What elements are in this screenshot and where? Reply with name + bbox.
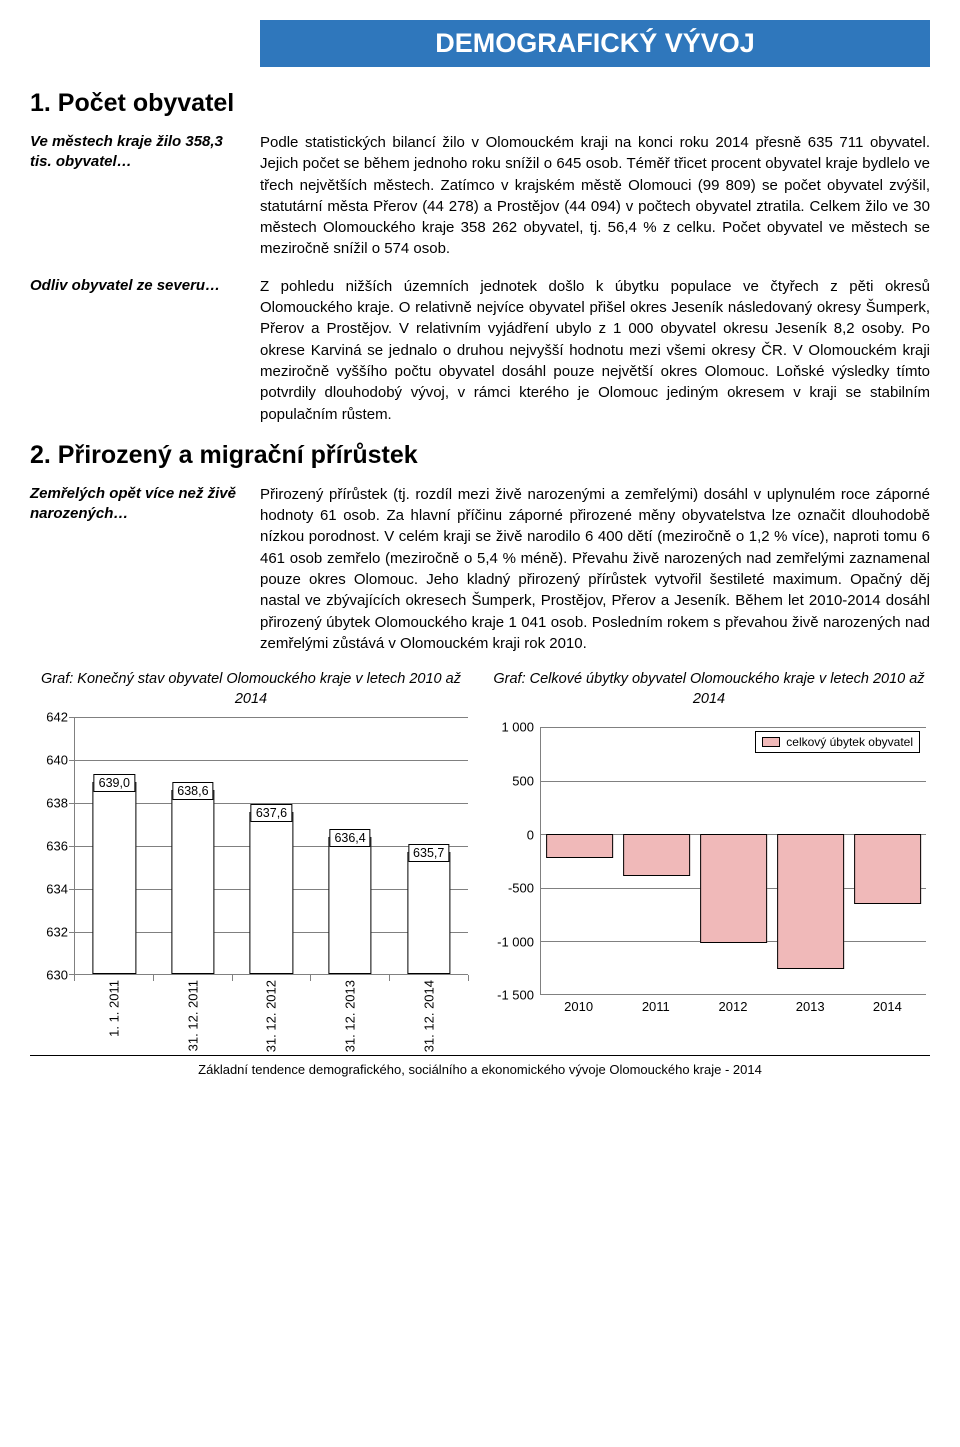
chart1-ylabel: 630 (46, 968, 68, 983)
page-banner: DEMOGRAFICKÝ VÝVOJ (260, 20, 930, 67)
chart1-bar (328, 837, 371, 974)
chart1-bar-label: 637,6 (251, 804, 292, 822)
chart2-bar (777, 834, 845, 969)
chart1-bar-label: 639,0 (94, 774, 135, 792)
section1-row-1-text: Z pohledu nižších územních jednotek došl… (260, 276, 930, 425)
chart2-ylabel: 0 (527, 827, 534, 842)
section1-row-1-label: Odliv obyvatel ze severu… (30, 276, 260, 425)
chart1-bar-label: 636,4 (329, 829, 370, 847)
chart1-bar (250, 812, 293, 975)
chart1-bar-label: 635,7 (408, 844, 449, 862)
chart1-ylabel: 640 (46, 753, 68, 768)
chart2: -1 500-1 000-50005001 000 celkový úbytek… (488, 717, 930, 1017)
chart2-xlabel: 2013 (796, 999, 825, 1014)
chart2-caption: Graf: Celkové úbytky obyvatel Olomouckéh… (488, 670, 930, 709)
chart2-ylabel: -1 500 (497, 988, 534, 1003)
chart2-ylabel: 500 (512, 773, 534, 788)
section2-row-0-text: Přirozený přírůstek (tj. rozdíl mezi živ… (260, 484, 930, 654)
chart2-bar (623, 834, 691, 876)
chart1-ylabel: 632 (46, 925, 68, 940)
page-footer: Základní tendence demografického, sociál… (30, 1055, 930, 1077)
chart1-ylabel: 636 (46, 839, 68, 854)
chart1-ylabel: 638 (46, 796, 68, 811)
chart2-xlabel: 2014 (873, 999, 902, 1014)
section1-row-0-text: Podle statistických bilancí žilo v Olomo… (260, 132, 930, 260)
chart2-ylabel: 1 000 (501, 720, 534, 735)
section1-row-0: Ve městech kraje žilo 358,3 tis. obyvate… (30, 132, 930, 260)
chart2-xlabel: 2012 (719, 999, 748, 1014)
section1-heading: 1. Počet obyvatel (30, 89, 930, 118)
chart2-ylabel: -500 (508, 881, 534, 896)
chart2-block: Graf: Celkové úbytky obyvatel Olomouckéh… (488, 670, 930, 1017)
chart1-ylabel: 634 (46, 882, 68, 897)
chart1-bar (407, 852, 450, 974)
chart2-bar (854, 834, 922, 903)
chart1: 630632634636638640642 639,01. 1. 2011638… (30, 717, 472, 1017)
chart1-caption: Graf: Konečný stav obyvatel Olomouckého … (30, 670, 472, 709)
charts-row: Graf: Konečný stav obyvatel Olomouckého … (30, 670, 930, 1017)
section1-row-1: Odliv obyvatel ze severu… Z pohledu nižš… (30, 276, 930, 425)
chart2-bar (546, 834, 614, 857)
chart1-block: Graf: Konečný stav obyvatel Olomouckého … (30, 670, 472, 1017)
chart2-bar (700, 834, 768, 943)
chart1-bar (171, 790, 214, 974)
chart1-ylabel: 642 (46, 710, 68, 725)
section2-row-0: Zemřelých opět více než živě narozených…… (30, 484, 930, 654)
chart1-bar-label: 638,6 (172, 782, 213, 800)
section1-row-0-label: Ve městech kraje žilo 358,3 tis. obyvate… (30, 132, 260, 260)
chart2-ylabel: -1 000 (497, 934, 534, 949)
section2-row-0-label: Zemřelých opět více než živě narozených… (30, 484, 260, 654)
chart1-bar (93, 782, 136, 975)
chart2-xlabel: 2010 (564, 999, 593, 1014)
chart2-xlabel: 2011 (642, 999, 670, 1014)
section2-heading: 2. Přirozený a migrační přírůstek (30, 441, 930, 470)
